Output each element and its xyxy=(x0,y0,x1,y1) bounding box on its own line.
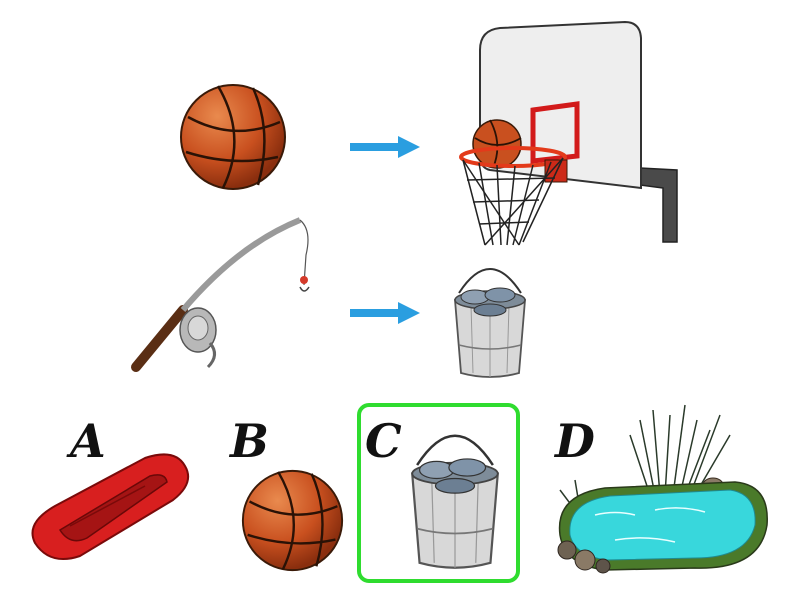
row-2-arrow-icon xyxy=(350,302,420,324)
option-b-basketball-icon[interactable] xyxy=(240,468,345,573)
option-d-letter: D xyxy=(555,414,595,468)
option-c-fish-bucket-icon[interactable] xyxy=(400,415,510,575)
option-a-letter: A xyxy=(70,414,106,468)
row-1-arrow-icon xyxy=(350,136,420,158)
option-c-letter: C xyxy=(365,414,402,468)
row-2-target-fish-bucket-icon xyxy=(445,255,535,380)
option-c-selection-frame[interactable] xyxy=(357,403,520,583)
row-1-target-basketball-hoop-icon xyxy=(455,20,690,250)
row-1-source-basketball-icon xyxy=(178,82,288,192)
row-2-source-fishing-rod-icon xyxy=(128,215,318,375)
option-a-raft-icon[interactable] xyxy=(25,448,200,563)
option-d-pond-icon[interactable] xyxy=(545,400,780,580)
option-b-letter: B xyxy=(230,414,269,468)
